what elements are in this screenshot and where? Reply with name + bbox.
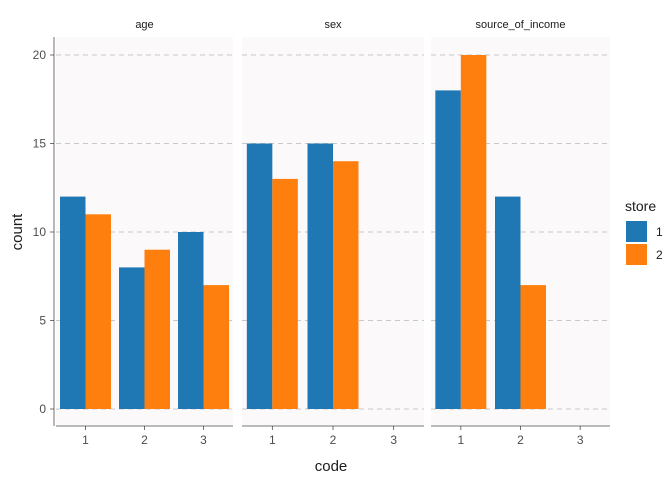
x-tick-label: 1 — [269, 433, 276, 447]
x-tick-label: 2 — [517, 433, 524, 447]
y-tick-label: 5 — [39, 314, 46, 328]
legend-title: store — [625, 198, 656, 214]
facet-panels: age sex source_of_income — [56, 11, 610, 426]
x-tick-label: 3 — [200, 433, 207, 447]
legend-label-store-1: 1 — [656, 225, 663, 239]
facet-strip — [242, 11, 424, 37]
y-tick-label: 20 — [33, 48, 47, 62]
bar-age-code-1-store-1 — [60, 196, 86, 409]
legend-swatch-store-2 — [626, 244, 647, 265]
x-tick-label: 2 — [330, 433, 337, 447]
facet-strip-label: source_of_income — [476, 19, 566, 31]
x-tick-label: 1 — [457, 433, 464, 447]
bar-source-of-income-code-1-store-2 — [460, 55, 487, 409]
x-tick-label: 2 — [141, 433, 148, 447]
facet-strip — [431, 11, 610, 37]
bar-age-code-3-store-2 — [203, 285, 229, 409]
bar-source-of-income-code-2-store-2 — [520, 285, 546, 409]
bar-sex-code-2-store-2 — [333, 161, 359, 409]
y-axis-title: count — [9, 213, 26, 251]
facet-strip-label: age — [135, 19, 153, 31]
y-axis: 0 5 10 15 20 — [33, 37, 55, 426]
bar-sex-code-2-store-1 — [307, 143, 333, 409]
legend-label-store-2: 2 — [656, 248, 663, 262]
facet-panel-age: age — [56, 11, 233, 426]
facet-strip-label: sex — [324, 19, 342, 31]
facet-panel-sex: sex — [242, 11, 424, 426]
x-tick-label: 1 — [82, 433, 89, 447]
x-tick-label: 3 — [577, 433, 584, 447]
y-tick-label: 10 — [33, 225, 47, 239]
legend-swatch-store-1 — [626, 221, 647, 242]
bar-source-of-income-code-2-store-1 — [495, 196, 521, 409]
facet-strip — [56, 11, 233, 37]
x-axis-title: code — [315, 458, 348, 475]
x-tick-label: 3 — [390, 433, 397, 447]
y-tick-label: 15 — [33, 137, 47, 151]
bar-source-of-income-code-1-store-1 — [435, 90, 461, 410]
bar-sex-code-1-store-2 — [272, 178, 298, 409]
bar-age-code-2-store-2 — [144, 249, 170, 409]
bar-age-code-2-store-1 — [119, 267, 145, 409]
x-axis: 1 2 3 1 2 3 1 2 3 — [56, 425, 610, 447]
legend: store 1 2 — [625, 198, 663, 265]
y-tick-label: 0 — [39, 402, 46, 416]
bar-sex-code-1-store-1 — [246, 143, 273, 409]
bar-age-code-3-store-1 — [178, 232, 204, 409]
bar-age-code-1-store-2 — [85, 214, 111, 409]
facet-panel-source-of-income: source_of_income — [431, 11, 610, 426]
